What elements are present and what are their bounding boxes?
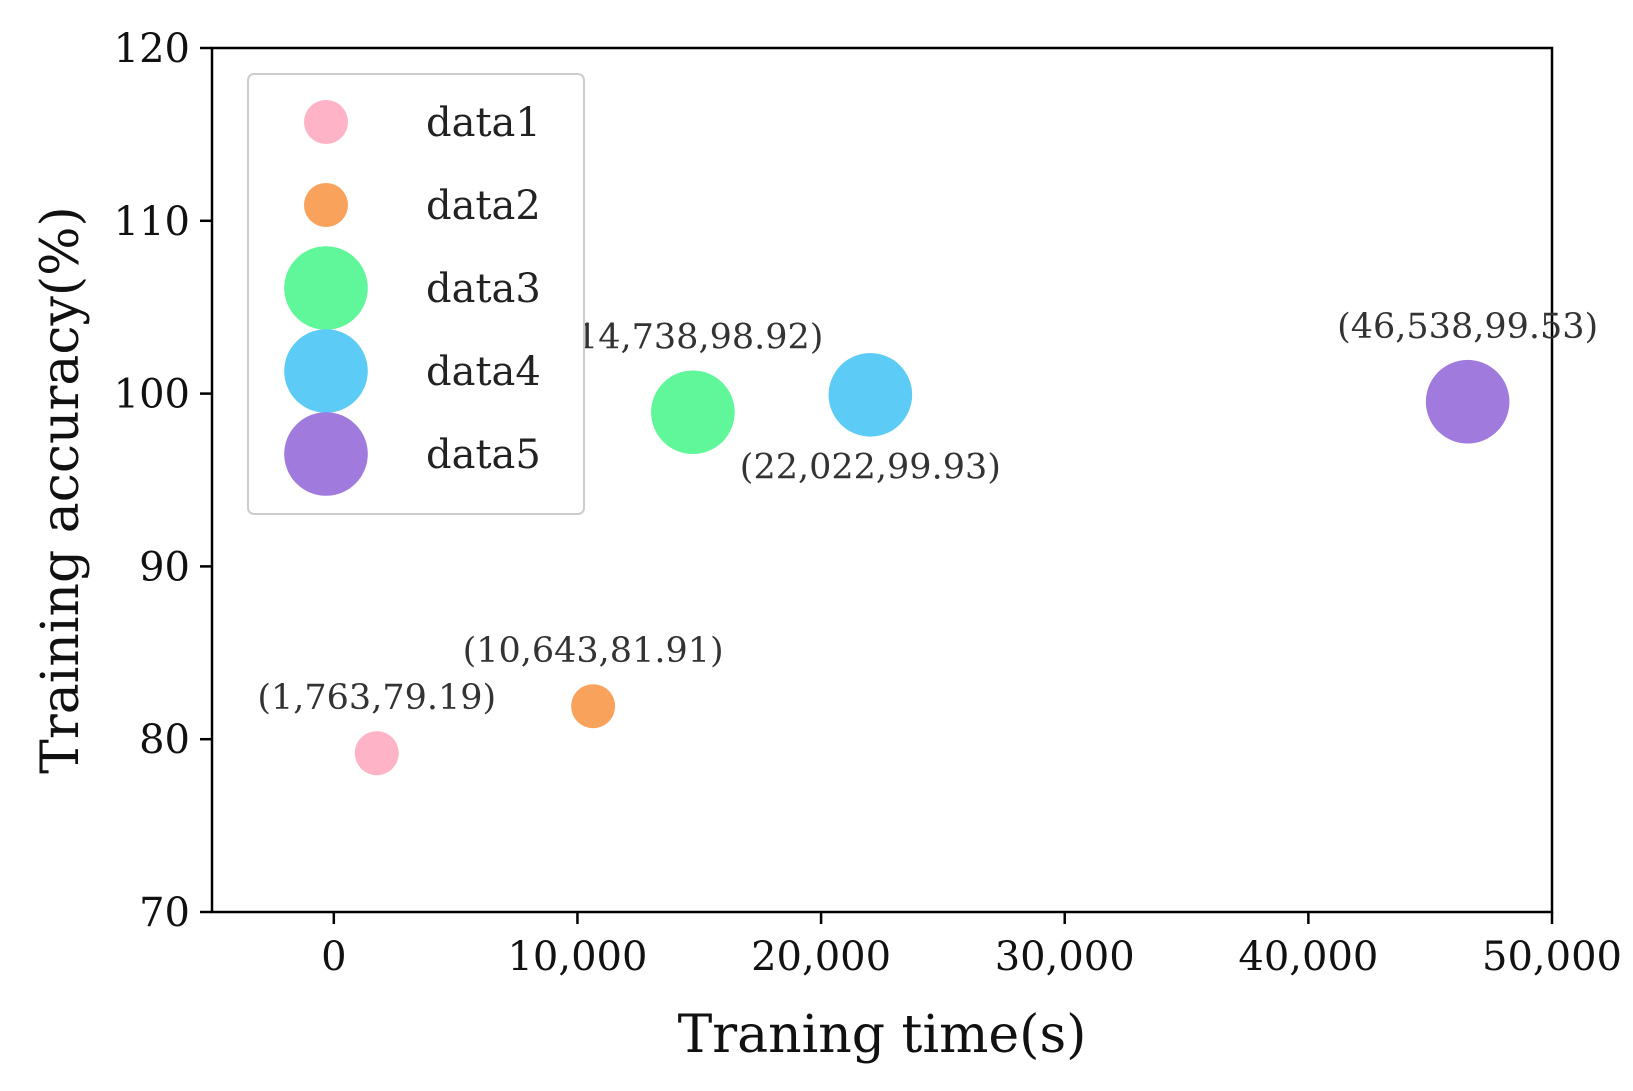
point-label-data5: (46,538,99.53) — [1337, 307, 1598, 347]
point-data5 — [1425, 359, 1510, 444]
y-axis: 70 80 90 100 110 120 — [114, 26, 212, 936]
x-axis-title: Traning time(s) — [678, 1005, 1087, 1065]
legend: data1 data2 data3 data4 data5 — [247, 73, 585, 515]
point-data1 — [354, 731, 399, 776]
y-tick-label: 70 — [139, 890, 190, 936]
legend-label-data4: data4 — [426, 349, 541, 395]
legend-label-data1: data1 — [426, 100, 541, 146]
point-data3 — [651, 370, 735, 455]
point-label-data1: (1,763,79.19) — [257, 678, 496, 718]
point-data2 — [571, 684, 616, 729]
x-tick-label: 10,000 — [507, 934, 647, 980]
y-tick-label: 90 — [139, 544, 190, 590]
legend-marker-data3 — [284, 246, 368, 330]
x-tick-label: 50,000 — [1482, 934, 1622, 980]
legend-label-data3: data3 — [426, 266, 541, 312]
x-tick-label: 20,000 — [751, 934, 891, 980]
plot-frame — [210, 46, 1554, 914]
legend-label-data5: data5 — [426, 432, 541, 478]
x-axis: 0 10,000 20,000 30,000 40,000 50,000 — [321, 912, 1622, 980]
point-data4 — [828, 353, 913, 437]
data-labels: (1,763,79.19) (10,643,81.91) (14,738,98.92… — [257, 307, 1598, 718]
y-axis-title: Training accuracy(%) — [31, 206, 91, 774]
legend-marker-data4 — [284, 329, 368, 413]
legend-marker-data2 — [304, 183, 348, 227]
x-tick-label: 30,000 — [995, 934, 1135, 980]
y-tick-label: 80 — [139, 717, 190, 763]
point-label-data3: (14,738,98.92) — [562, 317, 823, 357]
legend-marker-data5 — [284, 412, 368, 496]
legend-label-data2: data2 — [426, 183, 541, 229]
x-tick-label: 40,000 — [1238, 934, 1378, 980]
x-tick-label: 0 — [321, 934, 346, 980]
point-label-data4: (22,022,99.93) — [740, 448, 1001, 488]
legend-marker-data1 — [304, 100, 348, 144]
y-tick-label: 110 — [114, 199, 190, 245]
y-tick-label: 100 — [114, 372, 190, 418]
point-label-data2: (10,643,81.91) — [463, 631, 724, 671]
data-points — [354, 353, 1510, 776]
y-tick-label: 120 — [114, 26, 190, 72]
